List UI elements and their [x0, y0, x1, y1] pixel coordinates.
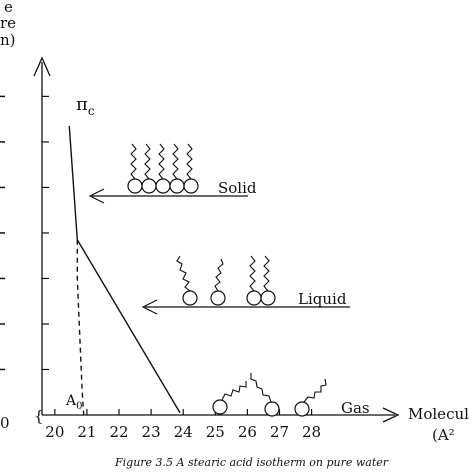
- molecule-tail: [144, 143, 151, 180]
- x-tick-label: 23: [142, 423, 161, 441]
- x-tick-label: 20: [45, 423, 64, 441]
- molecule-tail: [158, 143, 165, 180]
- x-axis-label-line-2: (A²: [432, 426, 455, 444]
- y-axis-label-line-3: n): [0, 31, 16, 49]
- molecule-tail: [303, 378, 327, 403]
- molecule-head: [183, 178, 199, 194]
- figure-caption: Figure 3.5 A stearic acid isotherm on pu…: [114, 456, 389, 469]
- phase-label-liquid: Liquid: [298, 290, 347, 308]
- liquid-phase-diagram: Liquid: [141, 255, 350, 315]
- x-tick-label: 22: [109, 423, 128, 441]
- solid-molecules: [127, 143, 199, 194]
- molecule-tail: [249, 255, 256, 292]
- x-axis-arrow: [382, 407, 400, 423]
- molecule-head: [212, 399, 228, 415]
- y-axis-ticks: [0, 95, 49, 371]
- molecule-head: [264, 401, 280, 417]
- molecule-tail: [214, 258, 224, 292]
- x-tick-label: 27: [270, 423, 289, 441]
- limiting-area-label: A0: [65, 393, 83, 412]
- molecule-tail: [172, 143, 179, 180]
- y-axis-label-line-2: re: [0, 14, 16, 32]
- gas-phase-diagram: Gas: [212, 373, 370, 417]
- y-axis-label-line-1: e: [4, 0, 13, 16]
- isotherm-series: [68, 125, 181, 416]
- molecule-tail: [221, 381, 247, 401]
- phase-label-gas: Gas: [341, 399, 370, 417]
- molecule-tail: [186, 143, 193, 180]
- phase-label-solid: Solid: [218, 179, 257, 197]
- collapse-pressure-label: πc: [76, 94, 95, 118]
- molecule-head: [246, 290, 262, 306]
- x-axis-ticks: 20 21 22 23 24 25 26 27 28: [45, 409, 321, 441]
- molecule-head: [127, 178, 143, 194]
- molecule-head: [155, 178, 171, 194]
- molecule-head: [169, 178, 185, 194]
- x-axis-label-line-1: Molecul: [408, 405, 469, 423]
- x-tick-label: 28: [302, 423, 321, 441]
- solid-arrow-head: [88, 188, 105, 204]
- molecule-tail: [263, 255, 270, 292]
- molecule-head: [260, 290, 276, 306]
- liquid-arrow-head: [141, 299, 158, 315]
- x-tick-label: 25: [206, 423, 225, 441]
- molecule-head: [294, 401, 310, 417]
- y-zero-label: 0: [0, 414, 10, 432]
- molecule-tail: [176, 255, 191, 292]
- y-axis-arrow: [33, 56, 51, 77]
- molecule-head: [141, 178, 157, 194]
- axis-break-marker: {: [34, 407, 44, 425]
- x-tick-label: 26: [238, 423, 257, 441]
- molecule-tail: [130, 143, 137, 180]
- x-tick-label: 21: [77, 423, 96, 441]
- molecule-head: [210, 290, 226, 306]
- x-tick-label: 24: [174, 423, 193, 441]
- molecule-head: [182, 290, 198, 306]
- molecule-tail: [250, 373, 272, 403]
- extrapolation-line: [76, 239, 85, 416]
- solid-phase-diagram: Solid: [88, 143, 257, 204]
